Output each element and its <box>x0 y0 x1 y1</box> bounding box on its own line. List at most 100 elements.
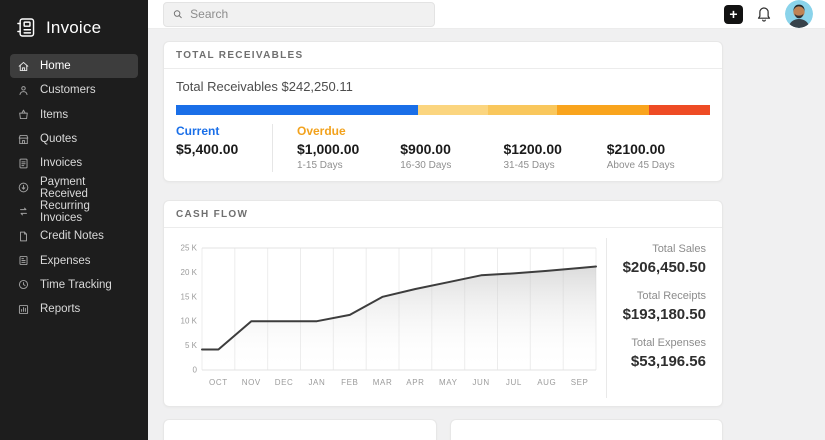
reports-icon <box>18 304 29 314</box>
svg-text:FEB: FEB <box>341 378 358 387</box>
stat-total-expenses: Total Expenses $53,196.56 <box>619 337 706 370</box>
stat-total-receipts: Total Receipts $193,180.50 <box>619 290 706 323</box>
aging-bucket-label: Current <box>176 124 220 138</box>
sidebar-item-invoices[interactable]: Invoices <box>10 151 138 175</box>
cash-flow-title: CASH FLOW <box>164 201 722 228</box>
total-receivables-body: Total Receivables $242,250.11 Current $5,… <box>164 69 722 181</box>
aging-bucket-range: 31-45 Days <box>503 160 555 171</box>
sidebar-item-reports[interactable]: Reports <box>10 297 138 321</box>
user-avatar[interactable] <box>785 0 813 28</box>
aging-bucket-amount: $5,400.00 <box>176 141 239 157</box>
cash-flow-card: CASH FLOW 0 5 K 10 K 15 K 20 K 25 K OCT NOV DEC J… <box>163 200 723 407</box>
receivables-progress-bar <box>176 105 710 115</box>
receivables-summary: Total Receivables $242,250.11 <box>176 79 710 94</box>
sidebar-item-items[interactable]: Items <box>10 103 138 127</box>
items-icon <box>19 109 28 120</box>
svg-text:OCT: OCT <box>209 378 228 387</box>
invoices-icon <box>19 158 28 169</box>
search-input[interactable] <box>190 7 426 21</box>
stat-label: Total Receipts <box>636 290 706 302</box>
svg-text:JUN: JUN <box>472 378 489 387</box>
home-icon <box>18 61 29 71</box>
svg-text:MAY: MAY <box>439 378 458 387</box>
main-area: + <box>148 0 825 440</box>
search-box[interactable] <box>163 1 435 27</box>
bell-icon <box>757 7 771 22</box>
aging-bucket-amount: $900.00 <box>400 141 451 157</box>
receivables-segment-overdue-1-15 <box>418 105 489 115</box>
dashboard-content: TOTAL RECEIVABLES Total Receivables $242… <box>148 29 825 440</box>
aging-bucket-label: Overdue <box>297 124 346 138</box>
aging-bucket-range: 16-30 Days <box>400 160 452 171</box>
sidebar-item-quotes[interactable]: Quotes <box>10 127 138 151</box>
sidebar-item-payment-received[interactable]: Payment Received <box>10 175 138 200</box>
payment-received-icon <box>18 182 29 193</box>
search-icon <box>173 10 182 19</box>
svg-text:25 K: 25 K <box>181 244 198 253</box>
svg-text:NOV: NOV <box>242 378 261 387</box>
sidebar-item-label: Credit Notes <box>40 230 104 243</box>
bottom-left-card <box>163 419 437 440</box>
aging-bucket-range: 1-15 Days <box>297 160 343 171</box>
sidebar-item-time-tracking[interactable]: Time Tracking <box>10 273 138 297</box>
aging-bucket-amount: $1,000.00 <box>297 141 360 157</box>
topbar-actions: + <box>724 0 813 28</box>
invoice-logo-icon <box>17 18 35 37</box>
quick-add-button[interactable]: + <box>724 4 743 24</box>
svg-text:10 K: 10 K <box>181 317 198 326</box>
cash-flow-stats: Total Sales $206,450.50 Total Receipts $193… <box>606 238 710 398</box>
aging-bucket-label <box>607 124 710 139</box>
sidebar-item-label: Customers <box>40 84 96 97</box>
sidebar-item-expenses[interactable]: Expenses <box>10 248 138 272</box>
bottom-cards-row <box>163 419 723 440</box>
sidebar-item-label: Home <box>40 60 71 73</box>
svg-text:JAN: JAN <box>308 378 325 387</box>
sidebar-item-label: Invoices <box>40 157 83 170</box>
sidebar-item-label: Recurring Invoices <box>40 199 90 224</box>
stat-value: $53,196.56 <box>630 353 706 370</box>
sidebar: Invoice Home Customers Items Quotes Invoices… <box>0 0 148 440</box>
total-receivables-title: TOTAL RECEIVABLES <box>164 42 722 69</box>
receivables-summary-label: Total Receivables <box>176 79 278 94</box>
stat-label: Total Expenses <box>631 337 706 349</box>
sidebar-item-customers[interactable]: Customers <box>10 78 138 102</box>
sidebar-item-label: Expenses <box>40 254 91 267</box>
time-tracking-icon <box>18 280 29 290</box>
sidebar-nav: Home Customers Items Quotes Invoices Payment … <box>0 54 148 321</box>
svg-text:MAR: MAR <box>373 378 393 387</box>
receivables-column-overdue: Overdue $1,000.00 1-15 Days <box>297 124 400 172</box>
quotes-icon <box>18 134 29 144</box>
receivables-summary-amount: $242,250.11 <box>281 79 353 94</box>
notifications-button[interactable] <box>755 5 773 23</box>
svg-text:JUL: JUL <box>506 378 522 387</box>
sidebar-item-label: Items <box>40 108 69 121</box>
sidebar-item-label: Time Tracking <box>40 278 112 291</box>
sidebar-item-recurring-invoices[interactable]: Recurring Invoices <box>10 200 138 224</box>
cash-flow-area-chart: 0 5 K 10 K 15 K 20 K 25 K OCT NOV DEC JAN FEB MAR AP… <box>181 244 597 387</box>
svg-text:0: 0 <box>193 366 198 375</box>
aging-bucket-label <box>504 124 607 139</box>
aging-bucket-amount: $1200.00 <box>503 141 562 157</box>
sidebar-item-label: Quotes <box>40 133 78 146</box>
app-logo: Invoice <box>0 13 148 40</box>
app-title: Invoice <box>46 17 102 37</box>
receivables-column-above-45-days: $2100.00 Above 45 Days <box>607 124 710 172</box>
total-receivables-card: TOTAL RECEIVABLES Total Receivables $242… <box>163 41 723 182</box>
receivables-segment-overdue-16-30 <box>488 105 557 115</box>
svg-text:20 K: 20 K <box>181 268 198 277</box>
sidebar-item-credit-notes[interactable]: Credit Notes <box>10 224 138 248</box>
svg-text:APR: APR <box>406 378 424 387</box>
aging-bucket-amount: $2100.00 <box>606 141 666 157</box>
receivables-column-16-30-days: $900.00 16-30 Days <box>400 124 503 172</box>
receivables-segment-overdue-31-45 <box>556 105 649 115</box>
svg-text:SEP: SEP <box>571 378 589 387</box>
receivables-column-current: Current $5,400.00 <box>176 124 273 172</box>
aging-bucket-range: Above 45 Days <box>606 160 675 171</box>
svg-text:AUG: AUG <box>537 378 556 387</box>
stat-value: $206,450.50 <box>622 259 706 276</box>
svg-text:DEC: DEC <box>275 378 294 387</box>
sidebar-item-label: Reports <box>40 303 81 316</box>
receivables-segment-overdue-above-45 <box>648 105 710 115</box>
sidebar-item-home[interactable]: Home <box>10 54 138 79</box>
